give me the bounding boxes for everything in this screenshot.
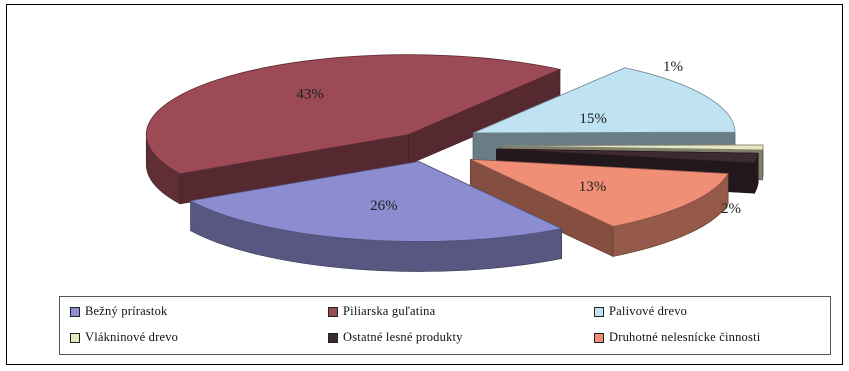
chart-legend: Bežný prírastok Piliarska guľatina Paliv… — [59, 296, 831, 355]
legend-item-palivove-drevo: Palivové drevo — [594, 304, 687, 319]
chart-frame: 26% 43% 15% 1% 2% 13% Bežný prírastok Piliars… — [6, 4, 843, 365]
legend-item-ostatne-lesne-produkty: Ostatné lesné produkty — [328, 330, 463, 345]
pie-slice-top — [189, 161, 563, 242]
pie-chart: 26% 43% 15% 1% 2% 13% — [145, 54, 764, 272]
legend-swatch — [328, 306, 338, 317]
legend-item-druhotne-nelesnicke-cinnosti: Druhotné nelesnícke činnosti — [594, 330, 760, 345]
legend-swatch — [594, 332, 604, 343]
data-label-1: 43% — [296, 86, 324, 102]
legend-label: Ostatné lesné produkty — [343, 330, 463, 344]
legend-swatch — [70, 332, 80, 343]
legend-item-bezny-prirastok: Bežný prírastok — [70, 304, 168, 319]
legend-label: Piliarska guľatina — [343, 304, 436, 318]
pie-slice-top — [496, 148, 759, 164]
pie-slice-1 — [145, 54, 562, 205]
pie-slice-0 — [189, 161, 563, 272]
pie-slice-5 — [470, 158, 729, 257]
legend-label: Druhotné nelesnícke činnosti — [609, 330, 761, 344]
legend-label: Palivové drevo — [609, 304, 688, 318]
legend-swatch — [594, 306, 604, 317]
pie-slice-top — [470, 158, 729, 227]
pie-slice-top — [145, 54, 562, 175]
data-label-5: 13% — [579, 179, 607, 195]
legend-item-piliarska-gulatina: Piliarska guľatina — [328, 304, 435, 319]
pie-slice-top — [472, 67, 736, 134]
data-label-4: 2% — [721, 201, 741, 217]
legend-label: Vlákninové drevo — [85, 330, 179, 344]
legend-label: Bežný prírastok — [85, 304, 168, 318]
data-label-0: 26% — [370, 198, 398, 214]
legend-item-vlakninove-drevo: Vlákninové drevo — [70, 330, 178, 345]
legend-swatch — [70, 306, 80, 317]
legend-swatch — [328, 332, 338, 343]
data-label-2: 15% — [579, 111, 607, 127]
data-label-3: 1% — [663, 59, 683, 75]
pie-slice-top — [500, 144, 764, 151]
